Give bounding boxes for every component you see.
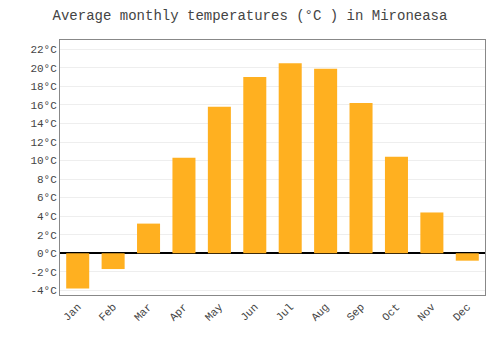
svg-text:2°C: 2°C xyxy=(37,230,57,242)
svg-text:Jan: Jan xyxy=(61,301,83,323)
svg-text:Aug: Aug xyxy=(309,301,331,323)
svg-text:14°C: 14°C xyxy=(30,118,57,130)
svg-text:0°C: 0°C xyxy=(37,248,57,260)
svg-text:-2°C: -2°C xyxy=(30,267,57,279)
svg-text:May: May xyxy=(203,301,226,324)
svg-text:6°C: 6°C xyxy=(37,192,57,204)
svg-text:10°C: 10°C xyxy=(30,155,57,167)
svg-text:Jul: Jul xyxy=(274,301,296,323)
svg-text:Average monthly temperatures (: Average monthly temperatures (°C ) in Mi… xyxy=(53,8,448,24)
svg-text:18°C: 18°C xyxy=(30,81,57,93)
svg-text:Nov: Nov xyxy=(415,301,438,324)
svg-text:Feb: Feb xyxy=(97,301,119,323)
svg-text:8°C: 8°C xyxy=(37,174,57,186)
svg-text:-4°C: -4°C xyxy=(30,285,57,297)
svg-text:Sep: Sep xyxy=(345,301,367,323)
svg-text:Oct: Oct xyxy=(380,301,402,323)
svg-text:12°C: 12°C xyxy=(30,137,57,149)
svg-text:Jun: Jun xyxy=(238,301,260,323)
svg-text:Dec: Dec xyxy=(451,301,473,323)
svg-text:Mar: Mar xyxy=(132,301,154,323)
svg-text:Apr: Apr xyxy=(167,301,189,323)
svg-text:4°C: 4°C xyxy=(37,211,57,223)
svg-text:16°C: 16°C xyxy=(30,100,57,112)
svg-text:22°C: 22°C xyxy=(30,44,57,56)
svg-text:20°C: 20°C xyxy=(30,63,57,75)
